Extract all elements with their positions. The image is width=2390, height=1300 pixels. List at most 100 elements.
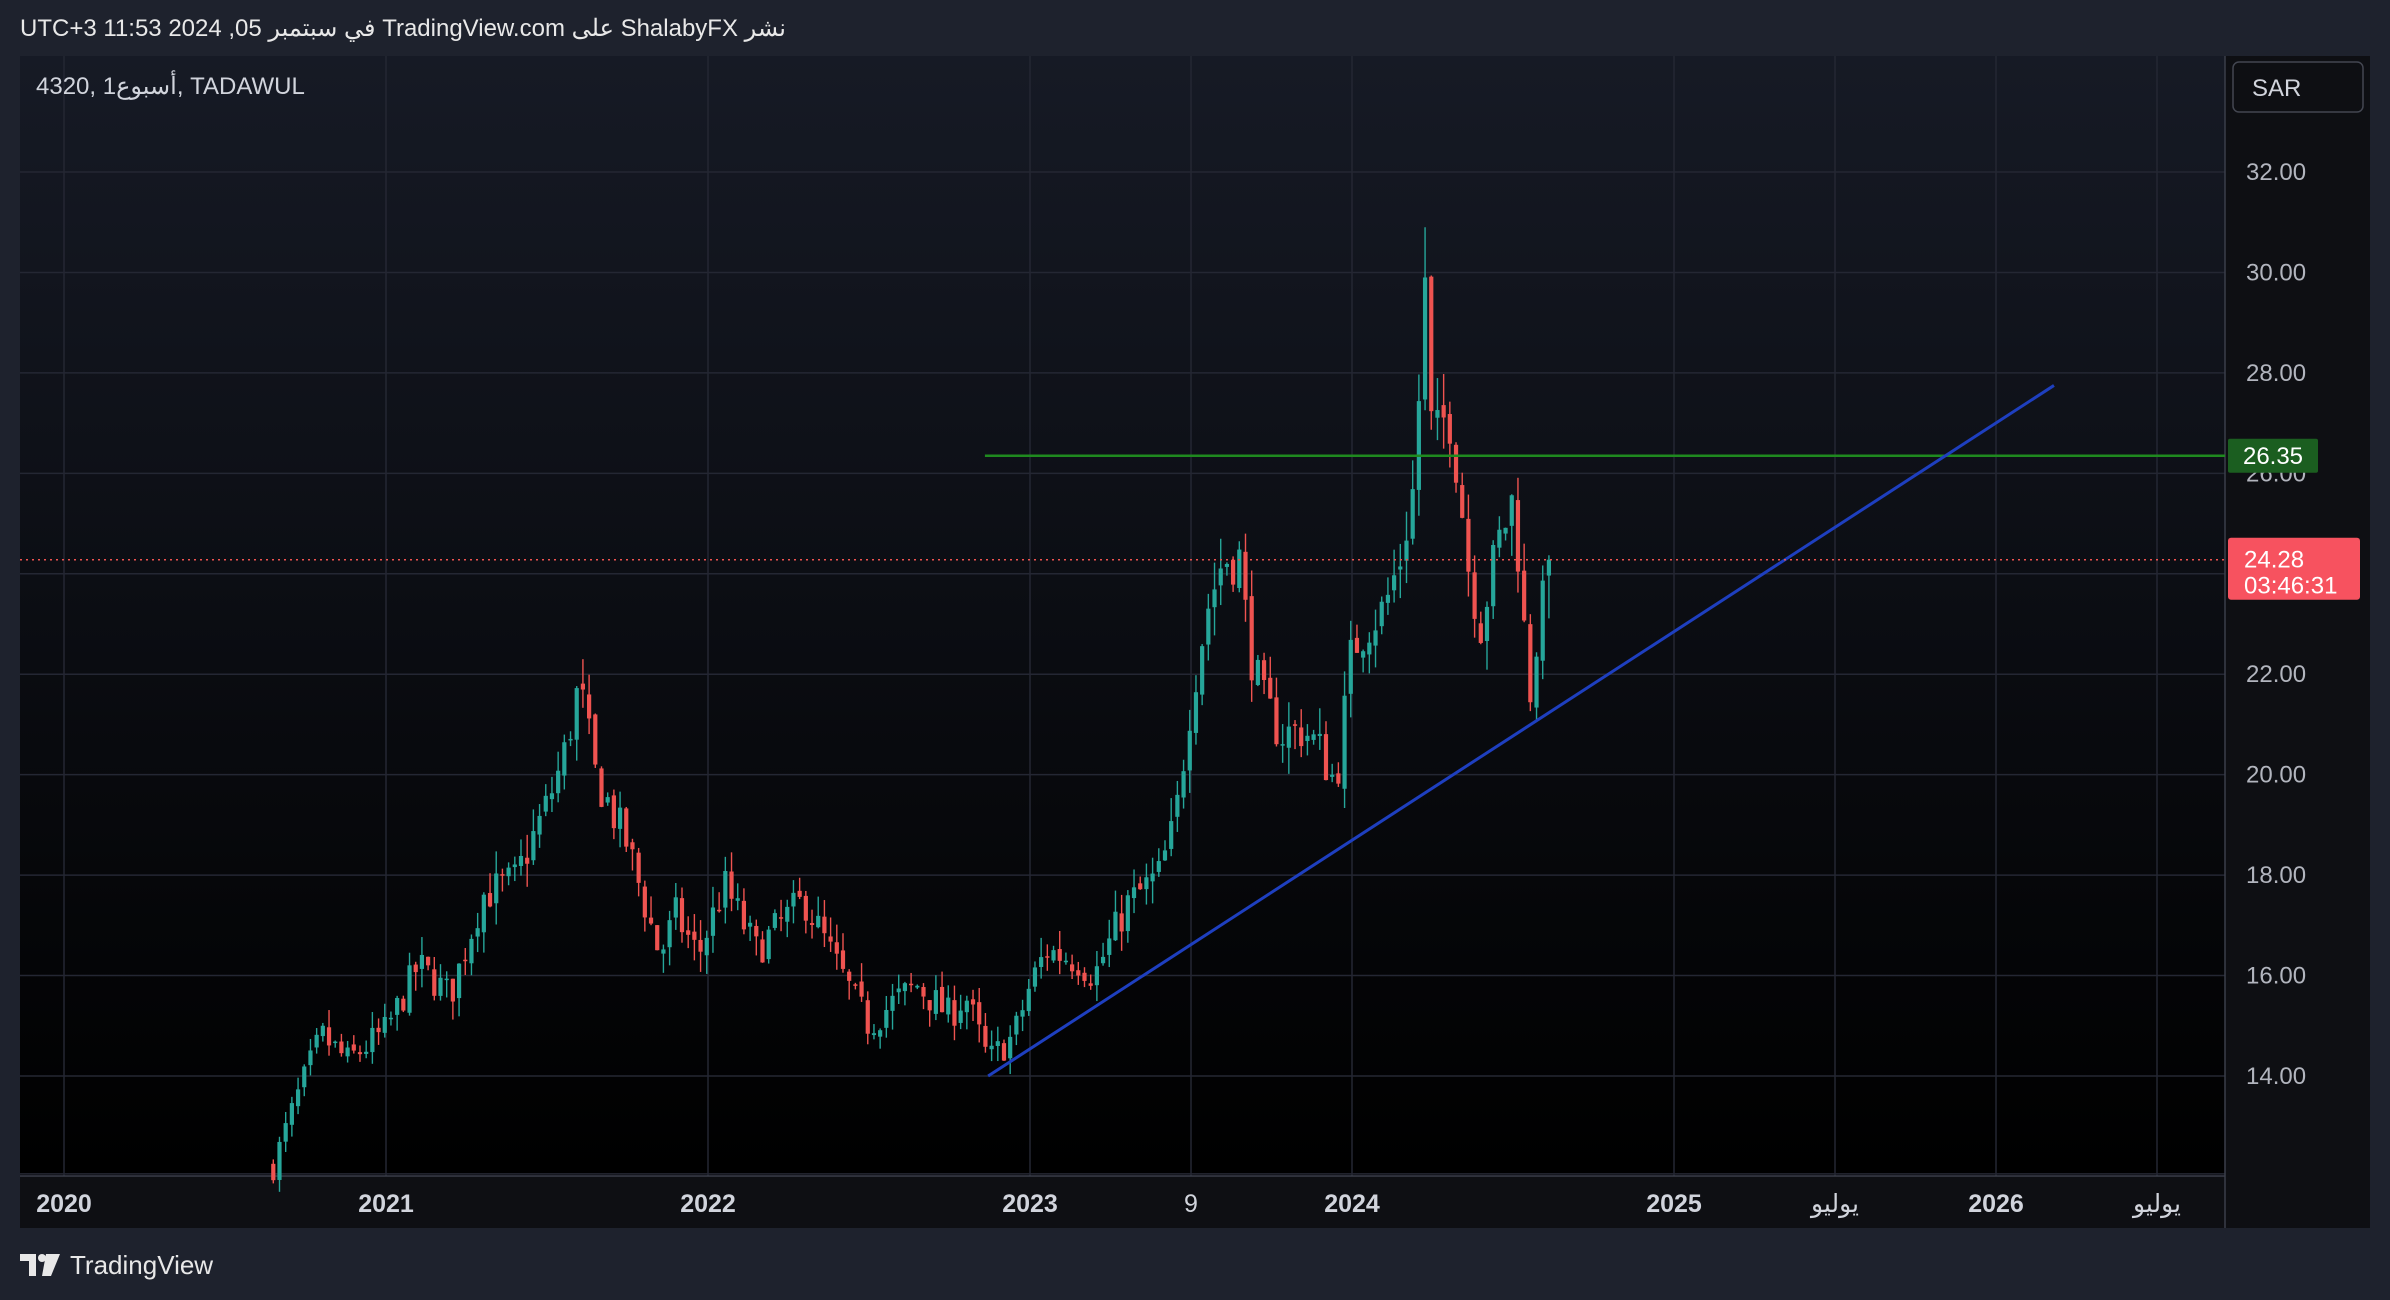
candle-up[interactable] [995,1041,1000,1046]
candle-up[interactable] [1348,639,1353,694]
candle-up[interactable] [1392,575,1397,591]
candle-up[interactable] [475,928,480,937]
candle-up[interactable] [1385,594,1391,603]
candle-up[interactable] [1020,1010,1025,1017]
candle-down[interactable] [525,857,530,864]
candle-up[interactable] [1100,956,1106,964]
candle-up[interactable] [469,938,474,964]
candle-up[interactable] [537,815,542,835]
candle-up[interactable] [989,1045,994,1050]
currency-button-label[interactable]: SAR [2252,75,2301,102]
candle-up[interactable] [1026,988,1031,1012]
candle-up[interactable] [1193,692,1199,733]
candle-up[interactable] [481,894,486,933]
candle-down[interactable] [1088,983,1093,986]
candle-down[interactable] [1138,883,1143,890]
candle-down[interactable] [1429,276,1434,412]
candle-down[interactable] [1441,405,1446,418]
candle-down[interactable] [797,890,802,897]
candle-down[interactable] [729,871,734,899]
candle-up[interactable] [617,807,623,829]
candle-up[interactable] [946,997,951,1015]
candle-up[interactable] [556,770,561,794]
candle-down[interactable] [828,936,833,942]
candle-up[interactable] [531,831,536,861]
candle-down[interactable] [1522,570,1527,621]
candle-down[interactable] [679,898,685,933]
candle-down[interactable] [580,683,586,690]
candle-up[interactable] [1187,730,1192,771]
candle-down[interactable] [1274,697,1279,745]
candle-up[interactable] [1224,563,1230,567]
candle-down[interactable] [599,768,604,807]
candle-up[interactable] [1051,950,1056,961]
candle-up[interactable] [605,797,610,803]
candle-down[interactable] [648,917,654,924]
candle-up[interactable] [320,1025,325,1037]
candle-down[interactable] [1243,551,1248,600]
candle-down[interactable] [853,984,858,986]
candle-up[interactable] [506,867,511,877]
candle-up[interactable] [1416,401,1421,490]
candle-up[interactable] [785,906,790,922]
candle-down[interactable] [624,808,629,847]
candle-up[interactable] [667,920,672,948]
candle-down[interactable] [698,939,703,952]
candle-down[interactable] [1045,956,1050,958]
candle-up[interactable] [1237,549,1242,589]
candle-down[interactable] [1076,970,1081,976]
candle-down[interactable] [1268,677,1273,699]
candle-up[interactable] [295,1089,301,1107]
candle-up[interactable] [1361,651,1366,658]
candle-up[interactable] [574,688,579,740]
candle-up[interactable] [518,855,524,866]
candle-up[interactable] [871,1033,877,1036]
candle-up[interactable] [890,995,895,1011]
candle-down[interactable] [339,1041,344,1054]
candle-up[interactable] [1311,734,1316,740]
candle-down[interactable] [1261,660,1267,680]
candle-up[interactable] [1039,957,1044,968]
candle-up[interactable] [1435,410,1440,418]
candle-up[interactable] [1491,544,1496,607]
candle-up[interactable] [673,897,678,918]
candle-up[interactable] [661,949,666,954]
candle-up[interactable] [1162,850,1168,861]
candle-down[interactable] [927,1000,932,1011]
candle-down[interactable] [376,1027,381,1033]
chart-area[interactable]: 14.0016.0018.0020.0022.0024.0026.0028.00… [20,56,2370,1228]
candle-up[interactable] [1422,277,1428,400]
tradingview-logo[interactable]: TradingView [20,1248,213,1282]
candle-down[interactable] [426,956,431,966]
candle-up[interactable] [364,1051,369,1054]
candle-down[interactable] [840,950,846,969]
candle-down[interactable] [778,917,784,919]
candle-down[interactable] [1336,773,1341,784]
candle-down[interactable] [1466,518,1471,572]
candle-up[interactable] [735,898,740,901]
candle-down[interactable] [432,969,437,996]
candle-up[interactable] [723,870,728,908]
candle-up[interactable] [345,1047,350,1057]
candle-down[interactable] [500,874,505,876]
candle-up[interactable] [878,1030,883,1037]
candle-up[interactable] [1150,873,1155,882]
candle-down[interactable] [1057,949,1062,961]
candle-up[interactable] [1094,966,1099,986]
candle-down[interactable] [909,983,914,986]
candle-up[interactable] [568,738,573,741]
candle-down[interactable] [803,895,808,921]
candle-up[interactable] [1379,601,1384,627]
candle-up[interactable] [283,1123,288,1142]
candle-down[interactable] [1515,500,1521,572]
candlestick-chart[interactable]: 14.0016.0018.0020.0022.0024.0026.0028.00… [20,56,2370,1228]
candle-up[interactable] [1280,744,1285,746]
candle-up[interactable] [549,793,555,800]
candle-up[interactable] [964,1000,969,1013]
candle-up[interactable] [289,1103,294,1125]
candle-up[interactable] [277,1141,282,1180]
candle-down[interactable] [1070,964,1075,972]
candle-down[interactable] [642,886,647,918]
candle-up[interactable] [1008,1036,1013,1059]
candle-up[interactable] [1175,794,1180,817]
